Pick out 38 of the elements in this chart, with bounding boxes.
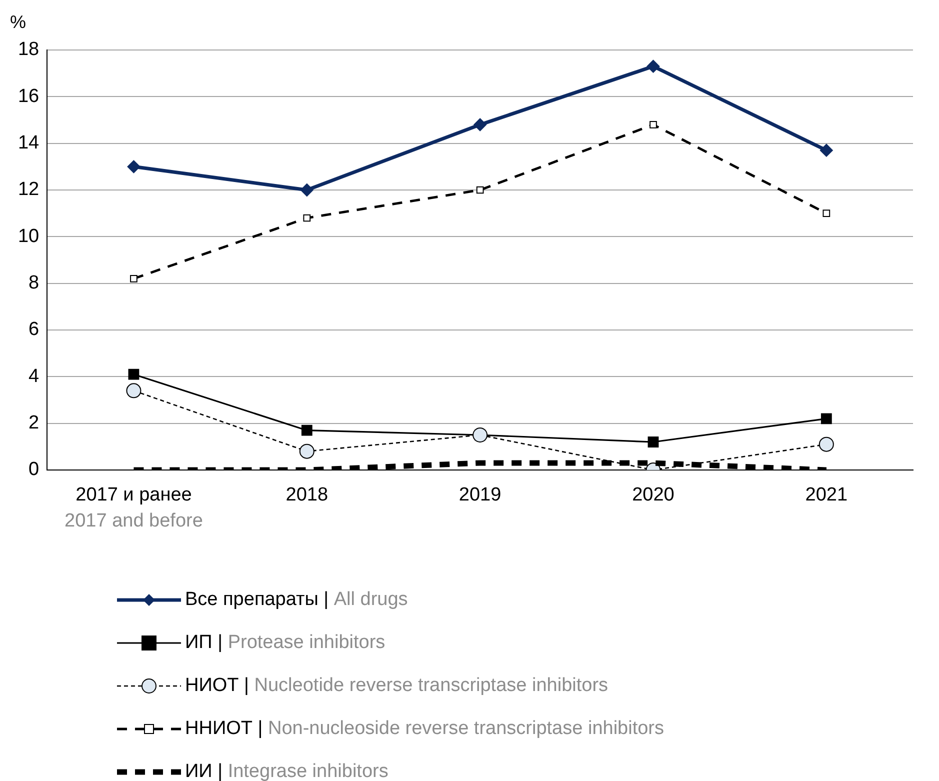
point [820, 413, 832, 424]
point [301, 424, 312, 436]
y-tick-label: 8 [28, 272, 40, 294]
point [648, 436, 659, 448]
point [820, 144, 833, 157]
x-tick-label: 2018 [286, 484, 328, 506]
point [127, 160, 140, 174]
y-tick-label: 10 [18, 226, 40, 247]
y-tick-label: 18 [18, 39, 40, 60]
point [474, 118, 487, 132]
point [822, 210, 830, 218]
y-tick-label: 2 [28, 412, 40, 434]
legend-label: НИОТ | Nucleotide reverse transcriptase inhibitors [185, 674, 608, 696]
legend-label: ННИОТ | Non-nucleoside reverse transcriptase inhibitors [185, 718, 664, 740]
legend-label: ИИ | Integrase inhibitors [185, 760, 388, 781]
point [128, 368, 140, 380]
point [646, 60, 660, 73]
point [300, 184, 314, 196]
y-tick-label: 14 [18, 132, 40, 154]
point [303, 214, 311, 222]
point [130, 274, 138, 282]
y-tick-label: 4 [28, 366, 40, 387]
point [476, 186, 484, 194]
y-tick-label: 16 [18, 86, 40, 107]
y-tick-label: 0 [28, 459, 40, 480]
legend-label: Все препараты | All drugs [185, 588, 408, 610]
x-tick-label: 2021 [805, 484, 848, 506]
x-tick-label: 2019 [458, 484, 502, 506]
point [650, 120, 657, 128]
y-tick-label: 6 [28, 319, 40, 340]
point [126, 383, 142, 398]
x-tick-label: 2020 [632, 484, 674, 506]
y-tick-label: 12 [18, 179, 40, 200]
x-tick-label: 2017 и ранее 2017 and before [64, 484, 203, 532]
y-axis-title: % [10, 12, 26, 33]
point [818, 436, 834, 452]
point [299, 444, 314, 459]
legend-label: ИП | Protease inhibitors [185, 632, 386, 654]
